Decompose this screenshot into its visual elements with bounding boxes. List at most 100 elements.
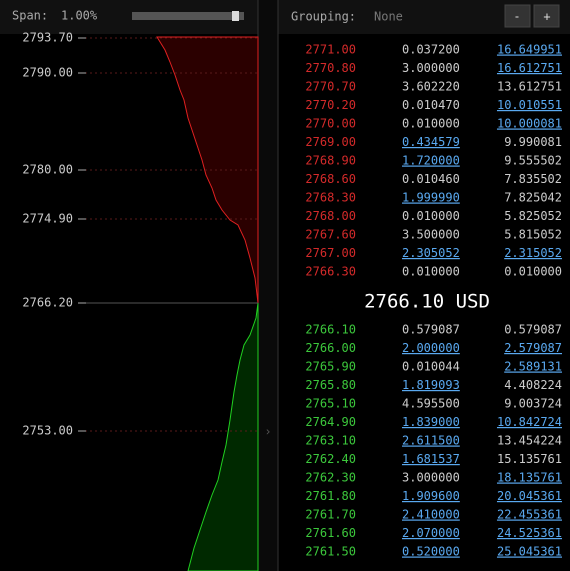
span-slider[interactable] xyxy=(132,12,244,20)
total: 16.649951 xyxy=(497,43,562,57)
amount: 2.305052 xyxy=(402,246,460,260)
amount: 0.037200 xyxy=(402,43,460,57)
amount: 3.500000 xyxy=(402,228,460,242)
total: 2.579087 xyxy=(504,341,562,355)
mid-price: 2766.10 USD xyxy=(364,291,490,313)
total: 5.815052 xyxy=(504,228,562,242)
total: 2.589131 xyxy=(504,360,562,374)
price: 2768.00 xyxy=(305,209,356,223)
price: 2765.10 xyxy=(305,397,356,411)
amount: 1.720000 xyxy=(402,154,460,168)
total: 9.555502 xyxy=(504,154,562,168)
price: 2771.00 xyxy=(305,43,356,57)
axis-label: 2774.90 xyxy=(22,212,73,226)
price: 2765.90 xyxy=(305,360,356,374)
amount: 0.010044 xyxy=(402,360,460,374)
price: 2770.70 xyxy=(305,80,356,94)
axis-label: 2793.70 xyxy=(22,31,73,45)
total: 10.842724 xyxy=(497,415,562,429)
total: 2.315052 xyxy=(504,246,562,260)
minus-button[interactable] xyxy=(504,4,531,28)
price: 2766.30 xyxy=(305,265,356,279)
total: 15.135761 xyxy=(497,452,562,466)
price: 2768.90 xyxy=(305,154,356,168)
total: 4.408224 xyxy=(504,378,562,392)
amount: 3.000000 xyxy=(402,471,460,485)
total: 13.454224 xyxy=(497,434,562,448)
grouping-value: None xyxy=(374,10,403,24)
total: 18.135761 xyxy=(497,471,562,485)
price: 2770.00 xyxy=(305,117,356,131)
amount: 0.010470 xyxy=(402,98,460,112)
total: 9.990081 xyxy=(504,135,562,149)
price: 2761.70 xyxy=(305,508,356,522)
total: 7.835502 xyxy=(504,172,562,186)
span-value: 1.00% xyxy=(61,9,98,23)
amount: 1.839000 xyxy=(402,415,460,429)
ask-depth xyxy=(156,36,259,304)
total: 5.825052 xyxy=(504,209,562,223)
collapse-arrow[interactable]: › xyxy=(264,425,271,439)
amount: 1.999990 xyxy=(402,191,460,205)
price: 2770.80 xyxy=(305,61,356,75)
price: 2767.60 xyxy=(305,228,356,242)
amount: 2.410000 xyxy=(402,508,460,522)
price: 2768.30 xyxy=(305,191,356,205)
amount: 0.010460 xyxy=(402,172,460,186)
amount: 0.010000 xyxy=(402,117,460,131)
amount: 4.595500 xyxy=(402,397,460,411)
total: 13.612751 xyxy=(497,80,562,94)
total: 9.003724 xyxy=(504,397,562,411)
total: 10.000081 xyxy=(497,117,562,131)
axis-label: 2780.00 xyxy=(22,163,73,177)
price: 2766.10 xyxy=(305,323,356,337)
total: 22.455361 xyxy=(497,508,562,522)
price: 2766.00 xyxy=(305,341,356,355)
price: 2769.00 xyxy=(305,135,356,149)
price: 2764.90 xyxy=(305,415,356,429)
amount: 0.010000 xyxy=(402,209,460,223)
price: 2765.80 xyxy=(305,378,356,392)
axis-label: 2753.00 xyxy=(22,424,73,438)
price: 2761.50 xyxy=(305,545,356,559)
total: 0.579087 xyxy=(504,323,562,337)
total: 10.010551 xyxy=(497,98,562,112)
amount: 0.579087 xyxy=(402,323,460,337)
price: 2761.80 xyxy=(305,489,356,503)
total: 0.010000 xyxy=(504,265,562,279)
total: 25.045361 xyxy=(497,545,562,559)
amount: 3.602220 xyxy=(402,80,460,94)
price: 2761.60 xyxy=(305,526,356,540)
amount: 1.909600 xyxy=(402,489,460,503)
axis-label: 2790.00 xyxy=(22,66,73,80)
total: 16.612751 xyxy=(497,61,562,75)
price: 2770.20 xyxy=(305,98,356,112)
span-label: Span: xyxy=(12,9,48,23)
total: 7.825042 xyxy=(504,191,562,205)
amount: 1.819093 xyxy=(402,378,460,392)
grouping-label: Grouping: xyxy=(291,10,356,24)
price: 2762.40 xyxy=(305,452,356,466)
minus-label: - xyxy=(513,10,520,24)
amount: 0.434579 xyxy=(402,135,460,149)
plus-button[interactable] xyxy=(533,4,560,28)
price: 2763.10 xyxy=(305,434,356,448)
axis-label: 2766.20 xyxy=(22,296,73,310)
price: 2762.30 xyxy=(305,471,356,485)
slider-thumb[interactable] xyxy=(232,11,239,21)
amount: 1.681537 xyxy=(402,452,460,466)
amount: 0.010000 xyxy=(402,265,460,279)
total: 20.045361 xyxy=(497,489,562,503)
amount: 3.000000 xyxy=(402,61,460,75)
price: 2767.00 xyxy=(305,246,356,260)
price: 2768.60 xyxy=(305,172,356,186)
total: 24.525361 xyxy=(497,526,562,540)
amount: 0.520000 xyxy=(402,545,460,559)
plus-label: + xyxy=(543,10,550,24)
bid-depth xyxy=(187,302,259,571)
amount: 2.611500 xyxy=(402,434,460,448)
amount: 2.000000 xyxy=(402,341,460,355)
splitter[interactable] xyxy=(258,0,278,571)
